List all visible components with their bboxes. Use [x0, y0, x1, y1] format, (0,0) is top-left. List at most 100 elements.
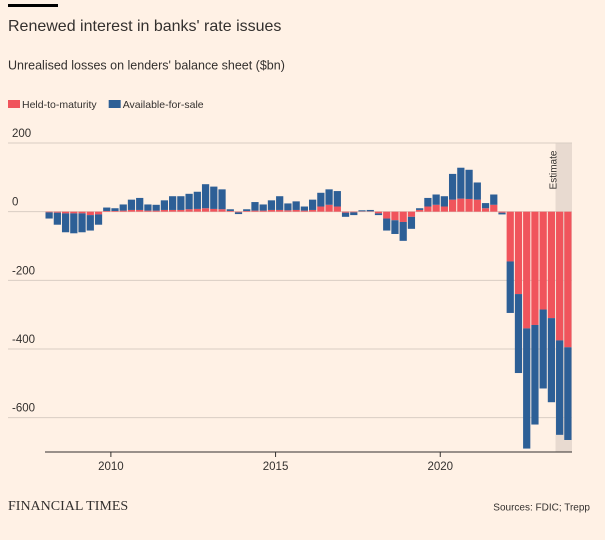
bar [416, 208, 424, 210]
bar [448, 173, 457, 200]
legend-swatch [108, 100, 121, 108]
bar [490, 204, 498, 212]
bar [160, 200, 169, 210]
bar [94, 214, 103, 225]
source: Sources: FDIC; Trepp [493, 503, 590, 514]
bar [358, 210, 366, 212]
legend-label: Held-to-maturity [22, 99, 97, 111]
bar [234, 212, 243, 215]
chart-title: Renewed interest in banks' rate issues [8, 18, 281, 35]
bar [86, 215, 94, 231]
bar [325, 204, 333, 212]
bar [514, 294, 523, 374]
bar [374, 213, 383, 216]
bar [284, 210, 292, 212]
bar [300, 206, 308, 211]
bar [391, 211, 399, 221]
bar [432, 194, 440, 205]
bar [119, 204, 127, 211]
bar [547, 318, 556, 403]
bar [341, 211, 350, 213]
bar [185, 209, 193, 212]
bar [523, 211, 531, 329]
bar [465, 169, 473, 199]
y-tick-label: 200 [12, 128, 31, 140]
bar [103, 207, 111, 211]
chart-subtitle: Unrealised losses on lenders' balance sh… [8, 58, 285, 72]
bar [498, 211, 506, 213]
bar [234, 211, 243, 213]
bar [276, 209, 284, 212]
bar [407, 211, 416, 217]
legend-swatch [8, 100, 20, 108]
bar [317, 206, 325, 212]
bar [201, 184, 210, 209]
bar [440, 196, 448, 207]
bar [78, 211, 86, 214]
bar [259, 204, 267, 211]
bar [226, 210, 234, 212]
bar [481, 208, 490, 212]
bar [193, 208, 201, 212]
x-tick-label: 2020 [427, 461, 453, 473]
bar [251, 210, 259, 212]
bar [350, 211, 358, 213]
bar [473, 182, 481, 200]
y-tick-label: -600 [12, 403, 35, 415]
bar [169, 209, 177, 212]
bar [144, 204, 152, 211]
bar [457, 167, 465, 199]
bar [383, 218, 391, 231]
bar [70, 213, 78, 234]
bar [416, 209, 424, 212]
bar [473, 199, 481, 212]
bar [177, 196, 185, 210]
bar [432, 204, 440, 212]
bar [341, 212, 350, 217]
bar [210, 208, 218, 212]
bar [333, 206, 341, 212]
bar [374, 211, 383, 214]
bar [523, 328, 531, 449]
bar [424, 197, 432, 207]
bar [144, 210, 152, 212]
bar [448, 199, 457, 212]
bar [539, 211, 547, 310]
bar [103, 210, 111, 212]
bar [292, 201, 300, 210]
bar [490, 194, 498, 205]
bar [152, 204, 160, 211]
bar [152, 210, 160, 212]
bar [185, 193, 193, 210]
bar [556, 340, 564, 435]
bar [53, 211, 61, 213]
bar [440, 206, 448, 212]
bar [506, 211, 514, 262]
bar [169, 196, 177, 210]
bar [45, 211, 53, 213]
bar [366, 209, 374, 212]
brand: FINANCIAL TIMES [8, 499, 128, 514]
bar [284, 203, 292, 211]
bar [556, 211, 564, 341]
bar [292, 209, 300, 212]
bar [218, 189, 226, 210]
bar [399, 221, 407, 241]
legend-label: Available-for-sale [123, 99, 204, 111]
bar [243, 210, 251, 212]
bar [111, 208, 119, 211]
y-tick-label: -200 [12, 265, 35, 277]
y-tick-label: -400 [12, 334, 35, 346]
bar [267, 209, 276, 212]
bar [539, 309, 547, 389]
bar [70, 211, 78, 214]
bar [424, 206, 432, 212]
y-tick-label: 0 [12, 197, 18, 209]
bar [111, 210, 119, 212]
bar [325, 189, 333, 205]
title-rule [8, 4, 58, 7]
x-tick-label: 2015 [263, 461, 289, 473]
bar [210, 186, 218, 209]
x-tick-label: 2010 [98, 461, 124, 473]
